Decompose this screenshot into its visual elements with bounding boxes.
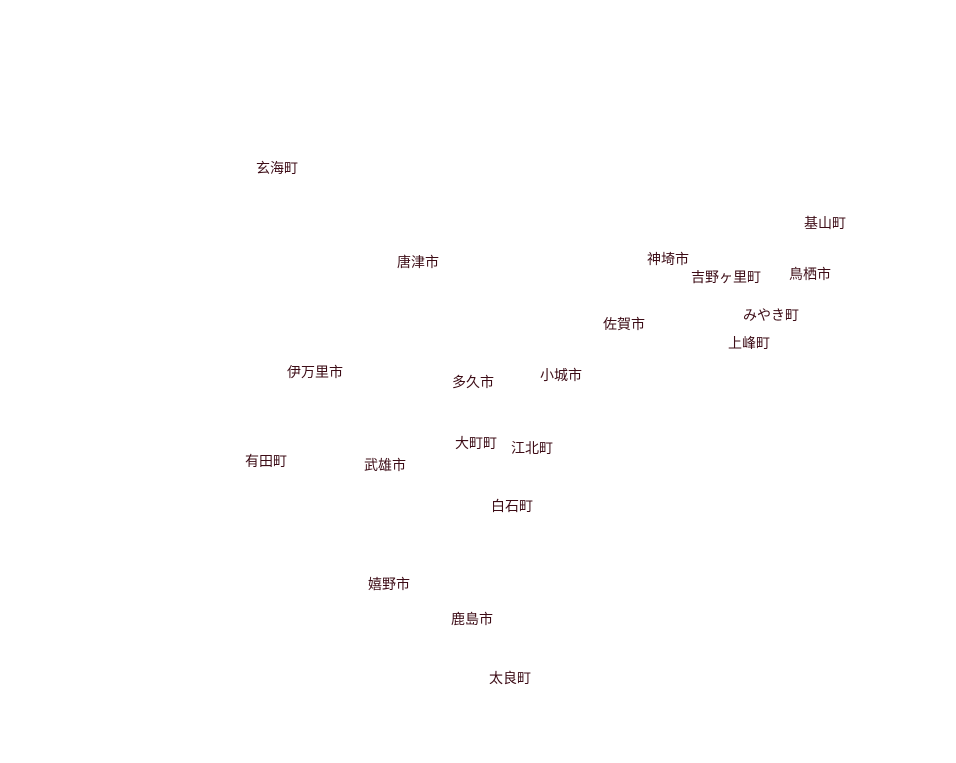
- place-label-imari[interactable]: 伊万里市: [287, 365, 343, 381]
- place-label-kamimine[interactable]: 上峰町: [728, 336, 770, 352]
- place-label-yoshinogari[interactable]: 吉野ヶ里町: [691, 270, 761, 286]
- place-label-ogi[interactable]: 小城市: [540, 368, 582, 384]
- place-label-karatsu[interactable]: 唐津市: [397, 255, 439, 271]
- place-label-genkai[interactable]: 玄海町: [256, 161, 298, 177]
- place-label-ureshino[interactable]: 嬉野市: [368, 577, 410, 593]
- place-label-omachi[interactable]: 大町町: [455, 436, 497, 452]
- place-label-tara[interactable]: 太良町: [489, 671, 531, 687]
- place-label-kohoku[interactable]: 江北町: [511, 441, 553, 457]
- place-label-shiroishi[interactable]: 白石町: [491, 499, 533, 515]
- place-label-arita[interactable]: 有田町: [245, 454, 287, 470]
- place-label-tosu[interactable]: 鳥栖市: [789, 267, 831, 283]
- place-label-takeo[interactable]: 武雄市: [364, 458, 406, 474]
- place-label-kiyama[interactable]: 基山町: [804, 216, 846, 232]
- place-label-taku[interactable]: 多久市: [452, 375, 494, 391]
- place-label-miyaki[interactable]: みやき町: [743, 308, 799, 324]
- place-label-saga[interactable]: 佐賀市: [603, 317, 645, 333]
- place-label-kanzaki[interactable]: 神埼市: [647, 252, 689, 268]
- place-label-kashima[interactable]: 鹿島市: [451, 612, 493, 628]
